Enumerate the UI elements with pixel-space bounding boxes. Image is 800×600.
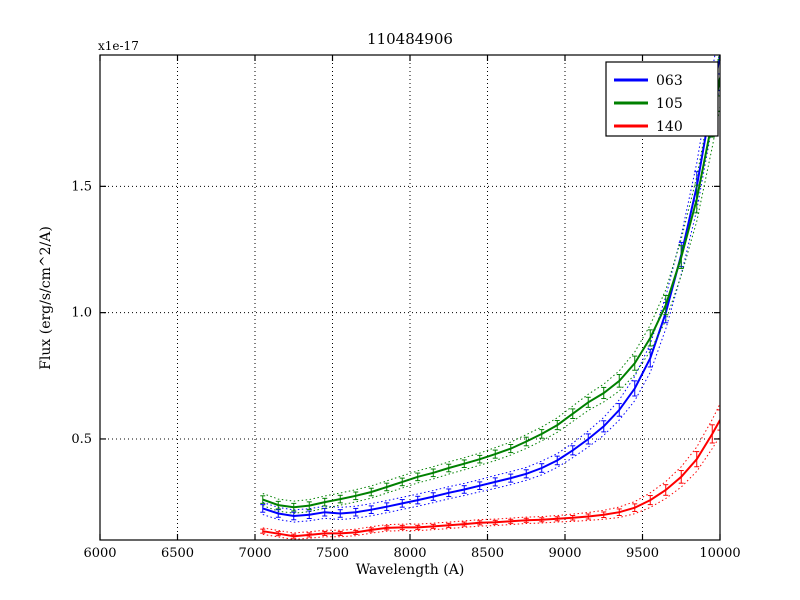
y-tick-label: 0.5 [71,432,92,447]
x-tick-label: 6000 [83,546,116,561]
legend-label-063: 063 [656,73,683,89]
tick-marks [99,55,721,540]
series-105-lower-envelope [262,106,720,514]
series-layer [260,55,720,540]
legend-label-105: 105 [656,96,683,112]
axis-offset-text: x1e-17 [98,39,139,53]
y-tick-label: 1.5 [71,179,92,194]
legend: 063 105 140 [605,61,719,137]
series-105 [260,55,720,514]
series-105-upper-envelope [262,55,720,502]
x-tick-label: 6500 [161,546,194,561]
x-tick-label: 8500 [471,546,504,561]
x-tick-label: 7500 [316,546,349,561]
legend-label-140: 140 [656,119,683,135]
series-063-upper-envelope [262,55,716,511]
series-140-line [262,419,720,538]
x-axis-label: Wavelength (A) [355,562,465,578]
series-105-line [262,77,720,509]
grid [100,55,720,540]
y-tick-label: 1.0 [71,306,92,321]
x-tick-label: 8000 [393,546,426,561]
series-140 [260,403,720,540]
series-063-line [262,55,720,518]
series-063-lower-envelope [262,85,720,523]
x-tick-label: 10000 [699,546,740,561]
y-tick-labels: 0.5 1.0 1.5 [71,179,92,447]
x-tick-label: 9500 [626,546,659,561]
x-tick-labels: 6000 6500 7000 7500 8000 8500 9000 9500 10000 [83,546,740,561]
chart-title: 110484906 [367,30,453,48]
legend-box [605,61,719,137]
x-tick-label: 7000 [238,546,271,561]
y-axis-label: Flux (erg/s/cm^2/A) [38,226,54,370]
x-tick-label: 9000 [548,546,581,561]
series-140-upper-envelope [262,403,720,534]
